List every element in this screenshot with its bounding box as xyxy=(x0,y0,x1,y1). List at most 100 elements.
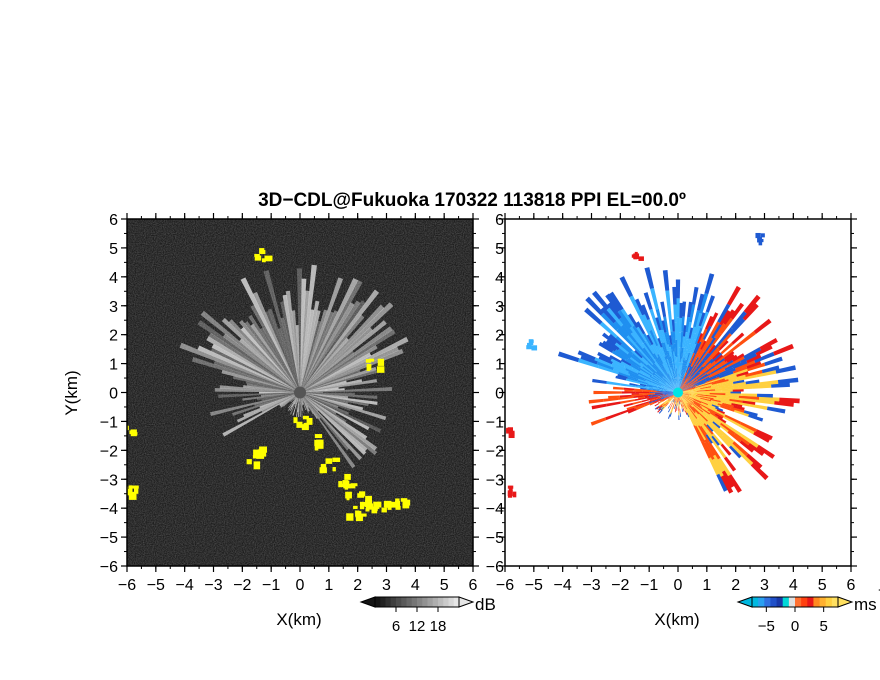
velocity-cell xyxy=(705,373,720,381)
mask-blob xyxy=(120,423,124,427)
velocity-cell xyxy=(675,396,677,401)
velocity-cell xyxy=(656,356,665,370)
velocity-cell xyxy=(704,343,720,361)
velocity-cell xyxy=(709,407,726,417)
x-axis-label-left: X(km) xyxy=(276,610,321,629)
velocity-cell xyxy=(671,400,673,403)
velocity-cell xyxy=(674,403,676,407)
velocity-blob xyxy=(755,232,761,239)
velocity-cell xyxy=(698,409,707,417)
velocity-cell xyxy=(580,355,598,365)
velocity-cell xyxy=(681,359,687,377)
velocity-cell xyxy=(701,406,711,414)
velocity-blob xyxy=(509,430,515,437)
velocity-cell xyxy=(674,355,677,369)
velocity-cell xyxy=(664,402,668,406)
reflectivity-spoke xyxy=(258,391,300,394)
velocity-cell xyxy=(676,397,677,401)
velocity-cell xyxy=(631,394,644,397)
velocity-cell xyxy=(691,372,700,380)
velocity-cell xyxy=(683,366,690,380)
velocity-cell xyxy=(695,412,705,425)
reflectivity-spoke xyxy=(300,392,370,431)
velocity-cell xyxy=(662,363,669,374)
velocity-cell xyxy=(712,351,721,360)
velocity-cell xyxy=(682,375,688,385)
velocity-cell xyxy=(614,342,629,355)
velocity-cell xyxy=(649,394,664,399)
velocity-cell xyxy=(599,321,618,339)
velocity-cell xyxy=(674,408,677,413)
velocity-cell xyxy=(678,392,694,408)
velocity-cell xyxy=(671,395,674,398)
velocity-cell xyxy=(719,391,731,394)
velocity-cell xyxy=(714,421,729,433)
velocity-cell xyxy=(656,406,661,410)
colorbar-cell xyxy=(758,597,765,607)
velocity-cell xyxy=(661,402,666,407)
velocity-cell xyxy=(686,322,692,341)
velocity-cell xyxy=(686,364,696,380)
velocity-cell xyxy=(693,376,710,386)
velocity-cell xyxy=(652,389,660,391)
velocity-cell xyxy=(734,432,751,446)
velocity-cell xyxy=(686,402,696,414)
velocity-cell xyxy=(679,362,683,378)
reflectivity-spoke xyxy=(300,314,365,393)
colorbar-cell xyxy=(807,597,814,607)
velocity-cell xyxy=(641,343,655,361)
velocity-cell xyxy=(615,335,633,352)
velocity-cell xyxy=(688,391,700,393)
x-tick-label: −3 xyxy=(204,577,222,594)
velocity-cell xyxy=(748,442,765,457)
mask-blob xyxy=(303,422,309,430)
reflectivity-image xyxy=(120,219,473,566)
velocity-cell xyxy=(720,405,735,412)
velocity-cell xyxy=(675,339,678,358)
velocity-cell xyxy=(704,315,714,330)
velocity-cell xyxy=(697,376,717,386)
velocity-cell xyxy=(681,404,683,407)
mask-blob xyxy=(258,448,267,457)
reflectivity-spoke xyxy=(210,347,300,393)
velocity-cell xyxy=(645,380,662,387)
velocity-cell xyxy=(735,397,756,403)
mask-blob xyxy=(402,499,411,506)
velocity-cell xyxy=(667,395,672,398)
velocity-cell xyxy=(729,368,748,377)
velocity-cell xyxy=(696,373,707,381)
velocity-cell xyxy=(686,366,693,376)
velocity-cell xyxy=(704,439,716,457)
velocity-cell xyxy=(756,369,777,378)
mask-blob xyxy=(261,258,266,263)
velocity-cell xyxy=(693,367,710,381)
velocity-cell xyxy=(680,402,682,406)
colorbar-cell xyxy=(427,597,434,607)
radar-site-right xyxy=(673,387,683,398)
velocity-cell xyxy=(694,351,705,366)
velocity-cell xyxy=(649,358,665,377)
velocity-cell xyxy=(678,396,680,401)
velocity-cell xyxy=(704,399,718,405)
velocity-cell xyxy=(679,402,681,405)
velocity-cell xyxy=(640,362,654,374)
velocity-cell xyxy=(679,400,681,403)
velocity-cell xyxy=(704,336,717,352)
velocity-cell xyxy=(692,402,707,414)
velocity-cell xyxy=(685,395,694,399)
reflectivity-spoke xyxy=(219,385,300,393)
mask-blob xyxy=(376,366,385,373)
velocity-cell xyxy=(663,375,678,393)
reflectivity-spoke xyxy=(242,392,300,401)
velocity-cell xyxy=(669,356,674,369)
mask-blob xyxy=(344,473,351,480)
reflectivity-spoke xyxy=(232,375,300,393)
velocity-cell xyxy=(698,393,719,397)
velocity-cell xyxy=(735,360,756,371)
velocity-cell xyxy=(691,388,706,391)
velocity-cell xyxy=(658,405,663,409)
velocity-cell xyxy=(666,344,672,357)
velocity-cell xyxy=(633,395,649,399)
velocity-cell xyxy=(730,391,741,394)
x-tick-label: −6 xyxy=(118,577,136,594)
